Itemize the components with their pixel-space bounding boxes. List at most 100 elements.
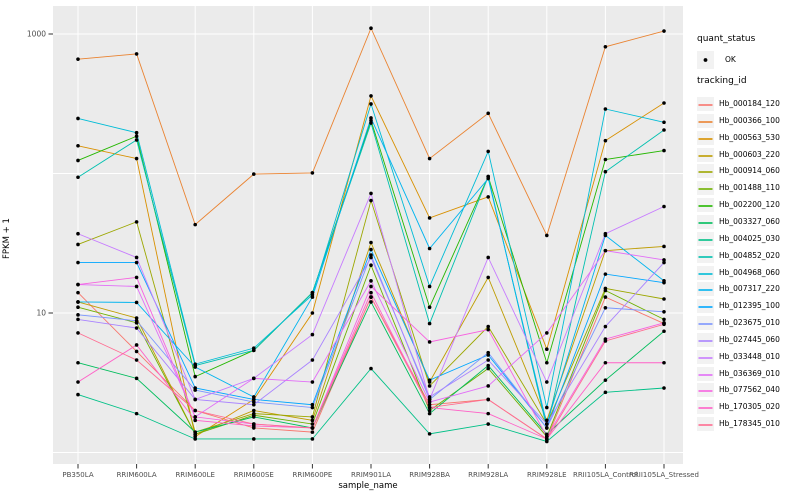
data-point — [427, 397, 432, 402]
legend-key-Hb_012395_100 — [697, 299, 714, 314]
data-point — [486, 255, 491, 260]
data-point — [486, 327, 491, 332]
data-point — [252, 408, 256, 413]
data-point — [76, 116, 80, 121]
data-point — [545, 380, 549, 384]
data-point — [76, 231, 80, 236]
legend-entry-label: Hb_004852_020 — [719, 250, 780, 260]
data-point — [369, 198, 373, 203]
data-point — [134, 138, 139, 142]
line-swatch-icon — [698, 407, 713, 410]
data-point — [662, 128, 666, 132]
data-point — [486, 422, 491, 426]
legend-entry-label: Hb_027445_060 — [719, 334, 780, 344]
legend-key-Hb_002200_120 — [697, 198, 714, 213]
data-point — [662, 244, 666, 249]
data-point — [134, 130, 139, 135]
line-swatch-icon — [698, 424, 713, 426]
data-point — [310, 426, 315, 430]
data-point — [134, 349, 139, 354]
legend-entry-label: Hb_033448_010 — [719, 351, 780, 361]
data-point — [310, 311, 315, 315]
data-point — [134, 134, 139, 139]
legend-entry-label: Hb_000603_220 — [719, 149, 780, 159]
x-tick-label: PB350LA — [62, 471, 93, 479]
data-point — [193, 408, 197, 413]
data-point — [427, 432, 432, 436]
data-point — [310, 418, 315, 423]
data-point — [134, 300, 139, 305]
legend-key-Hb_007317_220 — [697, 282, 714, 297]
data-point — [369, 240, 373, 245]
data-point — [76, 380, 80, 384]
data-point — [603, 324, 608, 329]
data-point — [662, 258, 666, 262]
data-point — [310, 405, 315, 410]
data-point — [545, 426, 549, 430]
legend-entry-label: Hb_000914_060 — [719, 166, 780, 176]
data-point — [662, 260, 666, 265]
legend-title-tracking-id: tracking_id — [697, 76, 747, 86]
legend-entry-label: Hb_004968_060 — [719, 267, 780, 277]
data-point — [427, 384, 432, 388]
legend-title-quant-status: quant_status — [697, 34, 756, 44]
data-point — [134, 316, 139, 320]
x-tick-label: RRIM600PE — [292, 471, 332, 479]
data-point — [603, 288, 608, 293]
legend-key-Hb_077562_040 — [697, 383, 714, 398]
data-point — [310, 380, 315, 384]
x-tick-label: RRIM600SE — [234, 471, 274, 479]
data-point — [134, 284, 139, 289]
data-point — [662, 204, 666, 209]
data-point — [369, 247, 373, 252]
data-point — [603, 44, 608, 49]
x-tick-label: RRII105LA_Control — [573, 471, 638, 479]
legend-entry-label: Hb_077562_040 — [719, 385, 780, 395]
data-point — [134, 376, 139, 381]
data-point — [193, 365, 197, 369]
line-swatch-icon — [698, 188, 713, 191]
data-point — [252, 400, 256, 404]
data-point — [76, 260, 80, 265]
data-point — [252, 402, 256, 407]
data-point — [134, 156, 139, 161]
line-swatch-icon — [698, 390, 713, 393]
line-swatch-icon — [698, 323, 713, 325]
data-point — [545, 422, 549, 426]
data-point — [662, 101, 666, 105]
x-tick-label: RRIM928LA — [468, 471, 508, 479]
legend-key-Hb_004968_060 — [697, 265, 714, 280]
data-point — [603, 107, 608, 111]
data-point — [193, 430, 197, 434]
legend-entry-label: Hb_178345_010 — [719, 419, 780, 429]
legend-key-Hb_000914_060 — [697, 164, 714, 179]
data-point — [76, 143, 80, 148]
data-point — [603, 157, 608, 162]
line-swatch-icon — [698, 272, 713, 275]
data-point — [427, 400, 432, 404]
data-point — [134, 275, 139, 280]
data-point — [76, 282, 80, 287]
data-point — [252, 346, 256, 350]
data-point — [252, 172, 256, 176]
data-point — [134, 52, 139, 56]
x-tick-label: RRII105LA_Stressed — [629, 471, 699, 479]
data-point — [252, 415, 256, 419]
y-tick-label: 1000 — [27, 30, 46, 39]
data-point — [545, 418, 549, 423]
legend-key-Hb_000184_120 — [697, 97, 714, 111]
data-point — [193, 418, 197, 423]
data-point — [427, 340, 432, 344]
point-icon — [703, 58, 708, 62]
line-swatch-icon — [698, 238, 713, 241]
data-point — [369, 290, 373, 295]
data-point — [603, 248, 608, 253]
data-point — [427, 411, 432, 416]
data-point — [486, 363, 491, 368]
data-point — [662, 297, 666, 301]
legend-entry-label: Hb_002200_120 — [719, 200, 780, 210]
data-point — [310, 295, 315, 299]
data-point — [369, 284, 373, 289]
data-point — [486, 411, 491, 416]
line-swatch-icon — [698, 154, 713, 157]
